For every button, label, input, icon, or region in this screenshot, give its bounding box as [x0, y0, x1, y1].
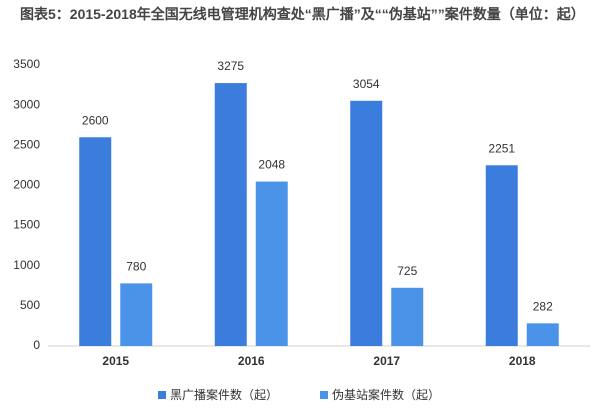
x-tick-label: 2016 — [238, 354, 265, 368]
bar — [391, 287, 424, 346]
x-tick-label: 2017 — [373, 354, 400, 368]
legend-swatch — [158, 391, 166, 399]
data-label: 2600 — [82, 113, 109, 127]
y-tick-label: 3000 — [13, 97, 40, 111]
bar — [255, 181, 288, 346]
data-label: 725 — [397, 264, 417, 278]
y-tick-label: 2500 — [13, 137, 40, 151]
legend-label: 伪基站案件数（起） — [332, 387, 440, 402]
bar — [526, 323, 559, 346]
data-label: 2251 — [488, 141, 515, 155]
x-tick-label: 2015 — [102, 354, 129, 368]
chart-title: 图表5：2015-2018年全国无线电管理机构查处“黑广播”及““伪基站””案件… — [20, 6, 585, 22]
data-label: 282 — [533, 300, 553, 314]
legend-swatch — [320, 391, 329, 399]
data-label: 780 — [126, 260, 146, 274]
data-label: 2048 — [258, 158, 285, 172]
y-tick-label: 3500 — [13, 57, 40, 71]
x-tick-label: 2018 — [509, 354, 536, 368]
legend-label: 黑广播案件数（起） — [170, 387, 278, 402]
bar — [485, 165, 518, 346]
y-tick-label: 2000 — [13, 178, 40, 192]
y-tick-label: 500 — [20, 298, 40, 312]
data-label: 3275 — [217, 59, 244, 73]
bar — [214, 83, 247, 347]
y-tick-label: 1500 — [13, 218, 40, 232]
y-tick-label: 0 — [33, 338, 40, 352]
data-label: 3054 — [353, 77, 380, 91]
bar — [120, 283, 153, 346]
bar — [350, 100, 383, 346]
bar — [79, 137, 112, 346]
y-tick-label: 1000 — [13, 258, 40, 272]
